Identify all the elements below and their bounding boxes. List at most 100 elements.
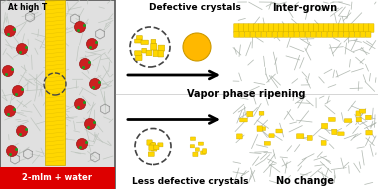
FancyBboxPatch shape — [234, 32, 239, 37]
FancyBboxPatch shape — [142, 48, 146, 53]
FancyBboxPatch shape — [244, 24, 249, 32]
FancyBboxPatch shape — [259, 24, 264, 32]
FancyBboxPatch shape — [366, 32, 371, 37]
FancyBboxPatch shape — [311, 32, 316, 37]
FancyBboxPatch shape — [360, 32, 366, 37]
FancyBboxPatch shape — [152, 147, 157, 151]
FancyBboxPatch shape — [146, 50, 152, 56]
FancyBboxPatch shape — [294, 32, 299, 37]
FancyBboxPatch shape — [258, 127, 266, 130]
Text: No change: No change — [276, 176, 333, 186]
FancyBboxPatch shape — [359, 24, 364, 32]
FancyBboxPatch shape — [319, 24, 324, 32]
Bar — [45, 0, 65, 165]
Circle shape — [3, 66, 14, 77]
FancyBboxPatch shape — [158, 45, 164, 51]
Text: Inter-grown: Inter-grown — [272, 3, 337, 13]
FancyBboxPatch shape — [276, 129, 282, 133]
Bar — [0, 0, 115, 189]
FancyBboxPatch shape — [369, 24, 374, 32]
FancyBboxPatch shape — [151, 40, 156, 44]
FancyBboxPatch shape — [153, 50, 160, 57]
FancyBboxPatch shape — [191, 137, 195, 140]
FancyBboxPatch shape — [267, 32, 272, 37]
FancyBboxPatch shape — [296, 134, 304, 139]
FancyBboxPatch shape — [278, 32, 283, 37]
FancyBboxPatch shape — [141, 40, 148, 44]
FancyBboxPatch shape — [349, 24, 354, 32]
FancyBboxPatch shape — [338, 32, 344, 37]
FancyBboxPatch shape — [344, 24, 349, 32]
FancyBboxPatch shape — [249, 24, 254, 32]
FancyBboxPatch shape — [247, 111, 253, 117]
Circle shape — [74, 22, 85, 33]
FancyBboxPatch shape — [240, 118, 247, 122]
Circle shape — [5, 105, 15, 116]
FancyBboxPatch shape — [283, 32, 288, 37]
Circle shape — [183, 33, 211, 61]
FancyBboxPatch shape — [201, 151, 206, 154]
FancyBboxPatch shape — [329, 24, 334, 32]
FancyBboxPatch shape — [289, 32, 294, 37]
FancyBboxPatch shape — [355, 32, 360, 37]
FancyBboxPatch shape — [359, 109, 366, 113]
FancyBboxPatch shape — [328, 117, 335, 122]
FancyBboxPatch shape — [151, 43, 157, 50]
FancyBboxPatch shape — [349, 32, 355, 37]
FancyBboxPatch shape — [305, 32, 310, 37]
FancyBboxPatch shape — [366, 130, 372, 135]
FancyBboxPatch shape — [300, 32, 305, 37]
FancyBboxPatch shape — [366, 115, 371, 120]
FancyBboxPatch shape — [334, 24, 339, 32]
FancyBboxPatch shape — [135, 39, 142, 43]
FancyBboxPatch shape — [294, 24, 299, 32]
FancyBboxPatch shape — [136, 36, 142, 41]
FancyBboxPatch shape — [344, 119, 352, 122]
Circle shape — [90, 78, 101, 90]
FancyBboxPatch shape — [239, 24, 244, 32]
FancyBboxPatch shape — [264, 24, 269, 32]
FancyBboxPatch shape — [356, 111, 361, 116]
FancyBboxPatch shape — [304, 24, 309, 32]
Circle shape — [74, 98, 85, 109]
FancyBboxPatch shape — [338, 132, 344, 136]
FancyBboxPatch shape — [269, 24, 274, 32]
FancyBboxPatch shape — [147, 140, 152, 145]
FancyBboxPatch shape — [309, 24, 314, 32]
Circle shape — [5, 26, 15, 36]
Circle shape — [79, 59, 90, 70]
FancyBboxPatch shape — [307, 135, 312, 140]
FancyBboxPatch shape — [261, 32, 266, 37]
Text: At high T: At high T — [8, 3, 47, 12]
FancyBboxPatch shape — [149, 145, 154, 150]
FancyBboxPatch shape — [257, 126, 262, 131]
FancyBboxPatch shape — [190, 145, 195, 148]
FancyBboxPatch shape — [237, 134, 242, 139]
Circle shape — [12, 85, 23, 97]
FancyBboxPatch shape — [321, 140, 326, 145]
FancyBboxPatch shape — [135, 51, 141, 55]
FancyBboxPatch shape — [354, 24, 359, 32]
FancyBboxPatch shape — [234, 24, 239, 32]
FancyBboxPatch shape — [154, 145, 159, 150]
Circle shape — [76, 139, 87, 149]
FancyBboxPatch shape — [339, 24, 344, 32]
FancyBboxPatch shape — [264, 141, 270, 145]
FancyBboxPatch shape — [333, 32, 338, 37]
FancyBboxPatch shape — [195, 148, 199, 151]
FancyBboxPatch shape — [299, 24, 304, 32]
FancyBboxPatch shape — [256, 32, 261, 37]
FancyBboxPatch shape — [274, 24, 279, 32]
FancyBboxPatch shape — [136, 54, 142, 60]
FancyBboxPatch shape — [272, 32, 277, 37]
FancyBboxPatch shape — [322, 32, 327, 37]
Circle shape — [87, 39, 98, 50]
FancyBboxPatch shape — [198, 142, 203, 145]
Circle shape — [17, 125, 28, 136]
FancyBboxPatch shape — [193, 152, 198, 156]
FancyBboxPatch shape — [344, 32, 349, 37]
FancyBboxPatch shape — [356, 117, 361, 122]
FancyBboxPatch shape — [149, 143, 154, 147]
Text: Vapor phase ripening: Vapor phase ripening — [187, 89, 306, 99]
FancyBboxPatch shape — [259, 111, 264, 115]
